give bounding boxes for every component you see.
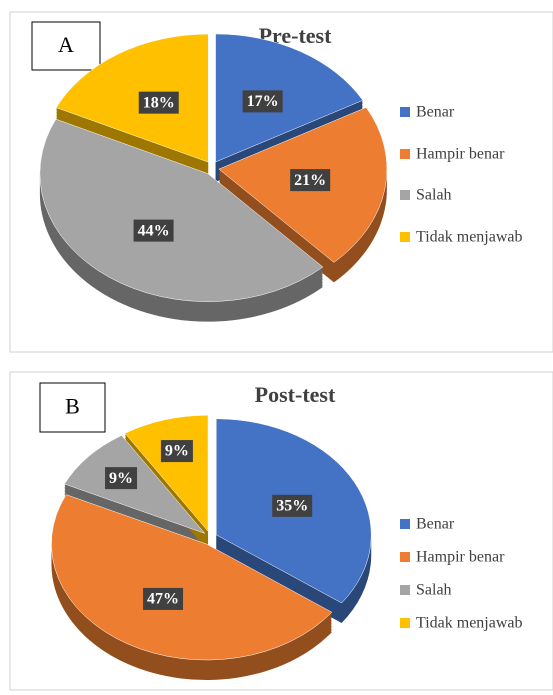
data-label-box [138, 91, 179, 114]
legend-label: Benar [416, 104, 455, 121]
data-label-box [272, 494, 313, 517]
legend-swatch [400, 585, 410, 595]
data-label: 47% [147, 591, 179, 608]
chart-title: Post-test [255, 382, 336, 407]
panel-letter-box [39, 382, 106, 433]
data-label: 18% [143, 94, 175, 111]
panel-border [9, 371, 553, 691]
legend-label: Salah [416, 187, 452, 204]
legend-label: Hampir benar [416, 146, 505, 163]
data-label-box [160, 440, 193, 463]
data-label: 44% [138, 222, 170, 239]
slice [39, 118, 324, 302]
legend-label: Tidak menjawab [416, 615, 523, 632]
legend-label: Tidak menjawab [416, 229, 523, 246]
legend-swatch [400, 107, 410, 117]
slice [215, 33, 364, 163]
data-label-box [133, 219, 174, 242]
slice [55, 33, 209, 163]
data-label: 35% [276, 498, 308, 515]
legend-label: Salah [416, 582, 452, 599]
data-label: 9% [165, 443, 189, 460]
legend-swatch [400, 190, 410, 200]
legend-swatch [400, 552, 410, 562]
data-label-box [143, 587, 184, 610]
data-label: 21% [294, 172, 326, 189]
legend-swatch [400, 149, 410, 159]
panel-letter: B [65, 394, 80, 419]
data-label-box [290, 169, 331, 192]
legend-label: Hampir benar [416, 549, 505, 566]
panel-border [9, 11, 553, 353]
legend-swatch [400, 519, 410, 529]
data-label: 17% [247, 93, 279, 110]
legend-swatch [400, 232, 410, 242]
slice [51, 494, 333, 661]
legend-label: Benar [416, 516, 455, 533]
data-label-box [105, 467, 138, 490]
panel-letter-box [31, 21, 101, 71]
data-label-box [242, 90, 283, 113]
panel-letter: A [58, 32, 74, 57]
data-label: 9% [109, 470, 133, 487]
legend-swatch [400, 618, 410, 628]
